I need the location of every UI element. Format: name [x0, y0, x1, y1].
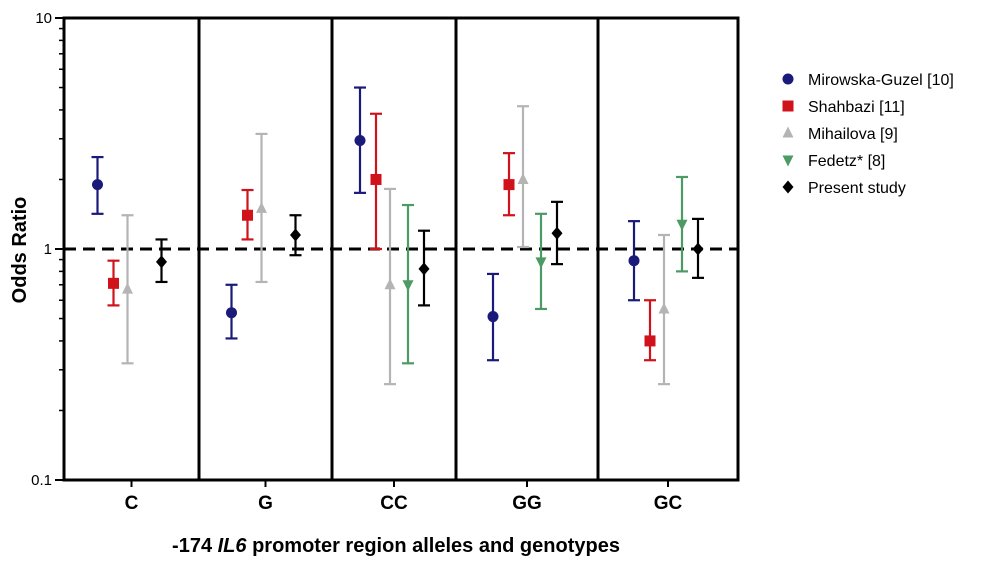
- point-gc: [628, 255, 640, 267]
- point-g: [226, 307, 237, 319]
- point-g: [242, 209, 253, 221]
- legend-marker: [782, 100, 794, 112]
- point-gc: [692, 242, 704, 256]
- point-gg: [503, 179, 515, 191]
- x-axis-title-suffix: promoter region alleles and genotypes: [247, 535, 620, 557]
- y-tick-label: 10: [35, 10, 52, 27]
- point-cc: [418, 262, 430, 276]
- series-1: [107, 112, 656, 362]
- legend-marker: [782, 73, 794, 85]
- series-4: [155, 200, 704, 307]
- legend-marker: [782, 126, 794, 138]
- x-tick-label-g: G: [258, 493, 273, 514]
- y-tick-label: 0.1: [31, 472, 52, 489]
- point-c: [108, 277, 119, 289]
- data-points-layer: [91, 86, 704, 386]
- point-gg: [517, 172, 529, 184]
- point-cc: [402, 280, 414, 292]
- point-c: [92, 179, 103, 191]
- x-tick-label-cc: CC: [380, 493, 408, 514]
- point-gc: [676, 219, 688, 231]
- x-axis-categories: C G CC GG GC: [125, 480, 683, 514]
- legend-label: Shahbazi [11]: [808, 99, 905, 116]
- x-tick-label-gg: GG: [512, 493, 542, 514]
- x-axis-title-gene: IL6: [218, 535, 248, 557]
- x-axis-title-prefix: -174: [172, 535, 218, 557]
- point-gg: [551, 226, 563, 240]
- point-g: [256, 201, 267, 213]
- legend-label: Mihailova [9]: [808, 126, 898, 143]
- legend-label: Fedetz* [8]: [808, 153, 885, 170]
- point-gc: [644, 335, 656, 347]
- series-3: [402, 175, 688, 365]
- legend-marker: [782, 180, 794, 194]
- point-cc: [384, 278, 396, 290]
- point-gg: [487, 311, 499, 323]
- point-gg: [535, 257, 547, 269]
- x-tick-label-gc: GC: [654, 493, 683, 514]
- point-c: [122, 282, 133, 294]
- y-axis-title: Odds Ratio: [9, 197, 31, 304]
- point-c: [156, 255, 167, 269]
- legend-label: Present study: [808, 180, 906, 197]
- legend-marker: [782, 155, 794, 167]
- y-tick-label: 1: [44, 241, 52, 258]
- point-cc: [354, 134, 366, 146]
- point-cc: [370, 173, 382, 185]
- legend: Mirowska-Guzel [10] Shahbazi [11] Mihailov…: [782, 72, 954, 197]
- y-axis: 0.1 1 10: [31, 10, 64, 489]
- point-gc: [658, 302, 670, 314]
- series-2: [121, 105, 670, 386]
- x-tick-label-c: C: [125, 493, 139, 514]
- series-0: [91, 86, 640, 362]
- point-g: [290, 228, 301, 242]
- x-axis-title: -174 IL6 promoter region alleles and gen…: [172, 535, 620, 557]
- legend-label: Mirowska-Guzel [10]: [808, 72, 954, 89]
